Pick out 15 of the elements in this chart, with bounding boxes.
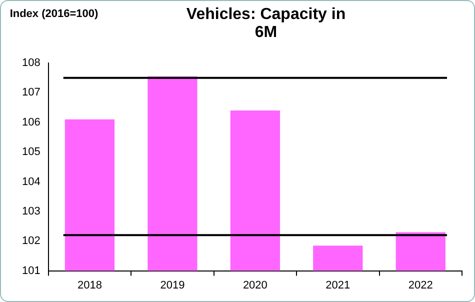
x-tick-label: 2020 <box>242 279 268 292</box>
y-tick-label: 103 <box>22 205 40 218</box>
x-tick-label: 2022 <box>408 279 433 292</box>
y-tick-label: 105 <box>22 146 40 158</box>
x-tick-label: 2021 <box>326 279 350 292</box>
x-tick-label: 2018 <box>77 279 102 292</box>
y-tick-label: 101 <box>22 264 40 277</box>
x-tick-label: 2019 <box>160 279 185 292</box>
y-tick-label: 102 <box>22 235 40 248</box>
y-tick-label: 106 <box>22 116 40 128</box>
y-axis-title: Index (2016=100) <box>9 7 99 21</box>
y-tick-label: 107 <box>22 86 40 99</box>
y-tick-label: 108 <box>22 57 40 70</box>
chart-title: Vehicles: Capacity in 6M <box>185 6 347 42</box>
y-tick-label: 104 <box>22 176 40 188</box>
